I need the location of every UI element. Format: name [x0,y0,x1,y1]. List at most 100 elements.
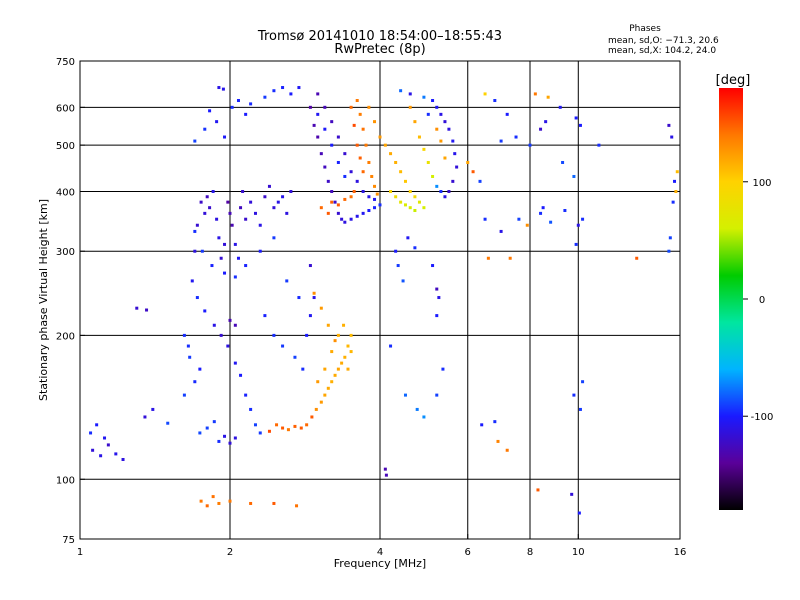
data-point [281,86,285,90]
data-point [263,314,267,318]
data-point [406,236,410,240]
data-point [349,333,353,337]
data-point [199,499,203,503]
data-point [200,249,204,253]
y-tick-label: 75 [62,535,75,546]
data-point [346,367,350,371]
data-point [316,112,320,116]
data-point [121,457,125,461]
data-point [267,429,271,433]
data-point [361,211,365,215]
data-point [319,306,323,310]
data-point [230,105,234,109]
data-point [330,120,334,124]
data-point [342,323,346,327]
data-point [212,323,216,327]
data-point [289,92,293,96]
data-point [193,380,197,384]
data-point [558,105,562,109]
data-point [336,211,340,215]
data-point [182,393,186,397]
data-point [373,120,377,124]
data-point [384,473,388,477]
data-point [336,203,340,207]
data-point [340,361,344,365]
data-point [349,217,353,221]
data-point [466,160,470,164]
data-point [349,105,353,109]
grid [80,61,680,539]
x-tick-label: 6 [465,547,471,558]
data-point [576,223,580,227]
colorbar-ticks: 100 0 -100 [743,178,773,423]
data-point [323,127,327,131]
data-point [239,373,243,377]
data-point [451,179,455,183]
data-point [426,112,430,116]
data-point [389,152,393,156]
data-point [577,511,581,515]
data-point [483,92,487,96]
y-tick-label: 100 [56,475,75,486]
data-point [186,344,190,348]
data-point [574,242,578,246]
data-point [578,407,582,411]
data-point [343,152,347,156]
data-point [422,206,426,210]
data-point [403,393,407,397]
data-point [435,127,439,131]
data-point [223,135,227,139]
data-point [355,143,359,147]
data-point [233,323,237,327]
data-point [215,217,219,221]
x-tick-label: 4 [377,547,383,558]
data-point [375,192,379,196]
data-point [667,249,671,253]
y-axis-label: Stationary phase Virtual Height [km] [37,199,50,401]
data-point [383,467,387,471]
x-tick-label: 8 [527,547,533,558]
stats-title: Phases [629,24,661,34]
data-point [443,195,447,199]
colorbar-tick-label: -100 [751,412,774,423]
data-point [499,229,503,233]
data-point [205,504,209,508]
data-point [413,246,417,250]
y-tick-label: 400 [56,187,75,198]
data-point [441,367,445,371]
data-point [378,203,382,207]
data-point [244,217,248,221]
data-point [671,200,675,204]
data-point [312,296,316,300]
data-point [326,323,330,327]
data-point [486,256,490,260]
data-point [435,314,439,318]
data-points [89,86,679,515]
data-point [233,361,237,365]
data-point [330,143,334,147]
y-tick-label: 500 [56,141,75,152]
data-point [145,308,149,312]
stats-o-line: mean, sd,O: −71.3, 20.6 [608,36,719,46]
data-point [517,217,521,221]
data-point [343,197,347,201]
data-point [249,407,253,411]
data-point [253,211,257,215]
data-point [352,189,356,193]
data-point [193,249,197,253]
data-point [99,454,103,458]
data-point [673,179,677,183]
data-point [285,211,289,215]
data-point [330,200,334,204]
data-point [443,120,447,124]
data-point [193,139,197,143]
x-axis-label: Frequency [MHz] [334,557,426,570]
data-point [308,314,312,318]
data-point [228,318,232,322]
colorbar [719,88,743,510]
data-point [258,249,262,253]
data-point [230,223,234,227]
data-point [314,407,318,411]
data-point [319,206,323,210]
data-point [389,189,393,193]
